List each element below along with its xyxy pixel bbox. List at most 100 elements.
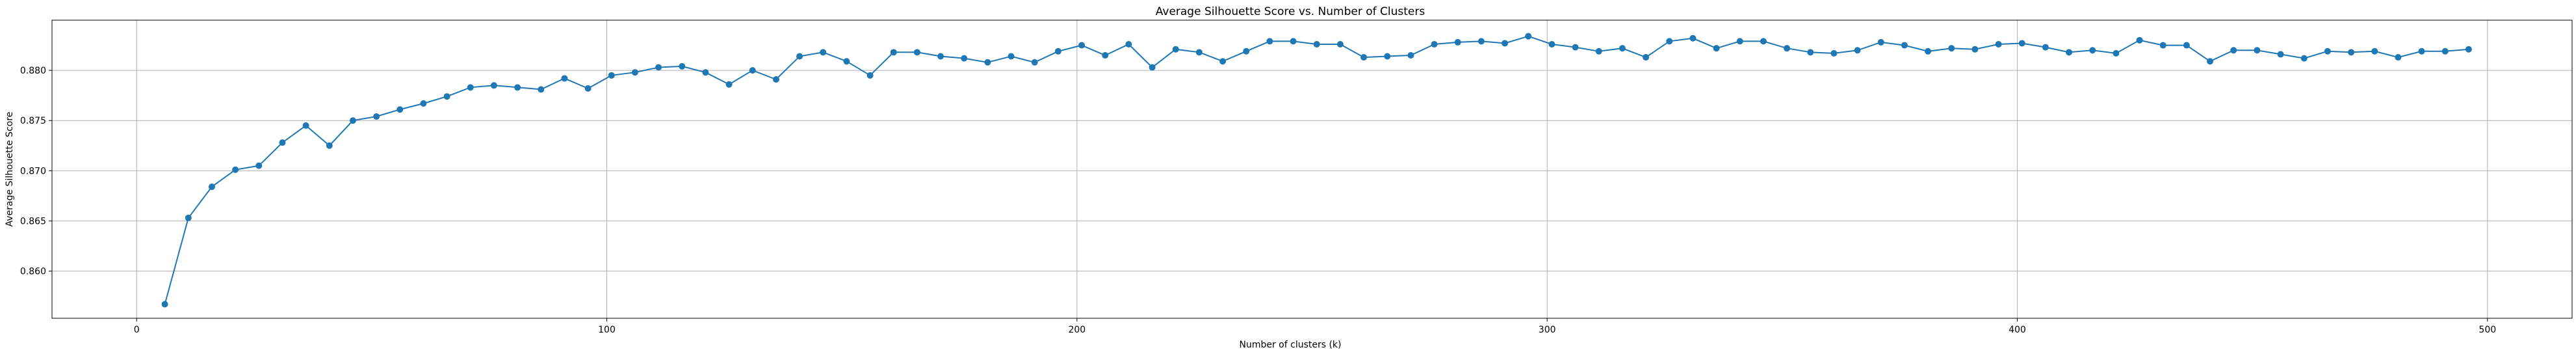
data-point [796,53,803,60]
data-point [1713,45,1720,52]
data-point [2254,47,2261,54]
data-point [1760,38,1767,45]
data-point [1502,40,1509,47]
data-point [1736,38,1743,45]
data-point [373,113,380,120]
y-tick-label: 0.865 [20,216,46,226]
data-points [161,33,2472,308]
series-layer [161,33,2472,308]
data-point [2159,42,2166,49]
data-point [2089,47,2096,54]
x-tick-label: 100 [598,325,616,335]
data-point [1643,54,1650,61]
y-axis: 0.860 0.865 0.870 0.875 0.880 [20,66,52,277]
data-point [1689,34,1697,42]
data-point [749,67,756,74]
data-point [1454,38,1461,46]
plot-area-frame [51,20,2573,319]
data-point [2441,48,2449,55]
data-point [490,82,497,89]
data-point [1619,45,1626,52]
grid [52,20,2572,318]
x-tick-label: 0 [134,325,140,335]
data-point [1807,49,1814,56]
data-point [2395,54,2402,61]
data-point [2277,51,2284,58]
data-point [1290,38,1297,45]
data-point [1854,47,1861,54]
data-point [2183,42,2190,49]
data-point [961,55,968,62]
data-point [2418,48,2425,55]
x-tick-label: 200 [1068,325,1086,335]
data-point [1125,41,1132,48]
data-point [655,64,662,71]
data-point [2207,58,2214,65]
data-point [1102,51,1109,59]
data-point [1477,38,1485,45]
data-point [1384,53,1391,60]
data-point [2230,47,2237,54]
y-tick-label: 0.875 [20,116,46,126]
data-point [255,162,263,169]
data-point [2018,40,2025,47]
data-point [772,75,779,83]
data-point [702,69,709,76]
data-point [1595,48,1602,55]
data-point [1243,48,1250,55]
data-point [820,49,827,56]
data-point [1995,41,2002,48]
data-point [631,69,638,76]
chart-title: Average Silhouette Score vs. Number of C… [1156,5,1425,18]
data-point [1313,41,1320,48]
y-tick-label: 0.880 [20,66,46,76]
data-point [279,139,286,146]
data-point [397,106,404,113]
y-tick-label: 0.860 [20,267,46,277]
data-point [2324,48,2331,55]
data-point [161,301,168,308]
data-point [1431,41,1438,48]
data-point [514,84,521,91]
data-point [1031,59,1038,66]
data-point [232,166,239,173]
data-point [1336,41,1344,48]
data-point [443,93,450,100]
x-tick-label: 400 [2009,325,2026,335]
data-point [1666,38,1673,45]
data-point [467,84,474,91]
data-point [2371,48,2378,55]
data-point [1219,58,1227,65]
data-point [1360,54,1368,61]
data-point [1572,44,1579,51]
x-tick-label: 500 [2478,325,2496,335]
data-point [1407,51,1414,59]
data-point [679,62,686,70]
data-point [890,49,897,56]
data-point [420,100,427,107]
data-point [1925,48,1932,55]
data-point [913,49,920,56]
data-point [2300,55,2308,62]
data-point [1195,49,1203,56]
y-axis-label: Average Silhouette Score [5,112,15,227]
data-point [2113,49,2120,57]
data-point [937,53,944,60]
data-point [326,142,333,149]
data-point [1901,42,1908,49]
data-point [608,72,615,79]
data-point [1008,53,1015,60]
data-point [1548,41,1555,48]
data-point [1172,46,1179,53]
data-point [2066,49,2073,56]
data-point [561,75,568,82]
data-point [2136,36,2143,44]
data-point [984,59,991,66]
data-point [584,85,592,92]
data-point [725,81,733,88]
y-tick-label: 0.870 [20,166,46,176]
data-point [1830,49,1838,57]
data-point [1525,33,1532,40]
data-point [1054,48,1061,55]
